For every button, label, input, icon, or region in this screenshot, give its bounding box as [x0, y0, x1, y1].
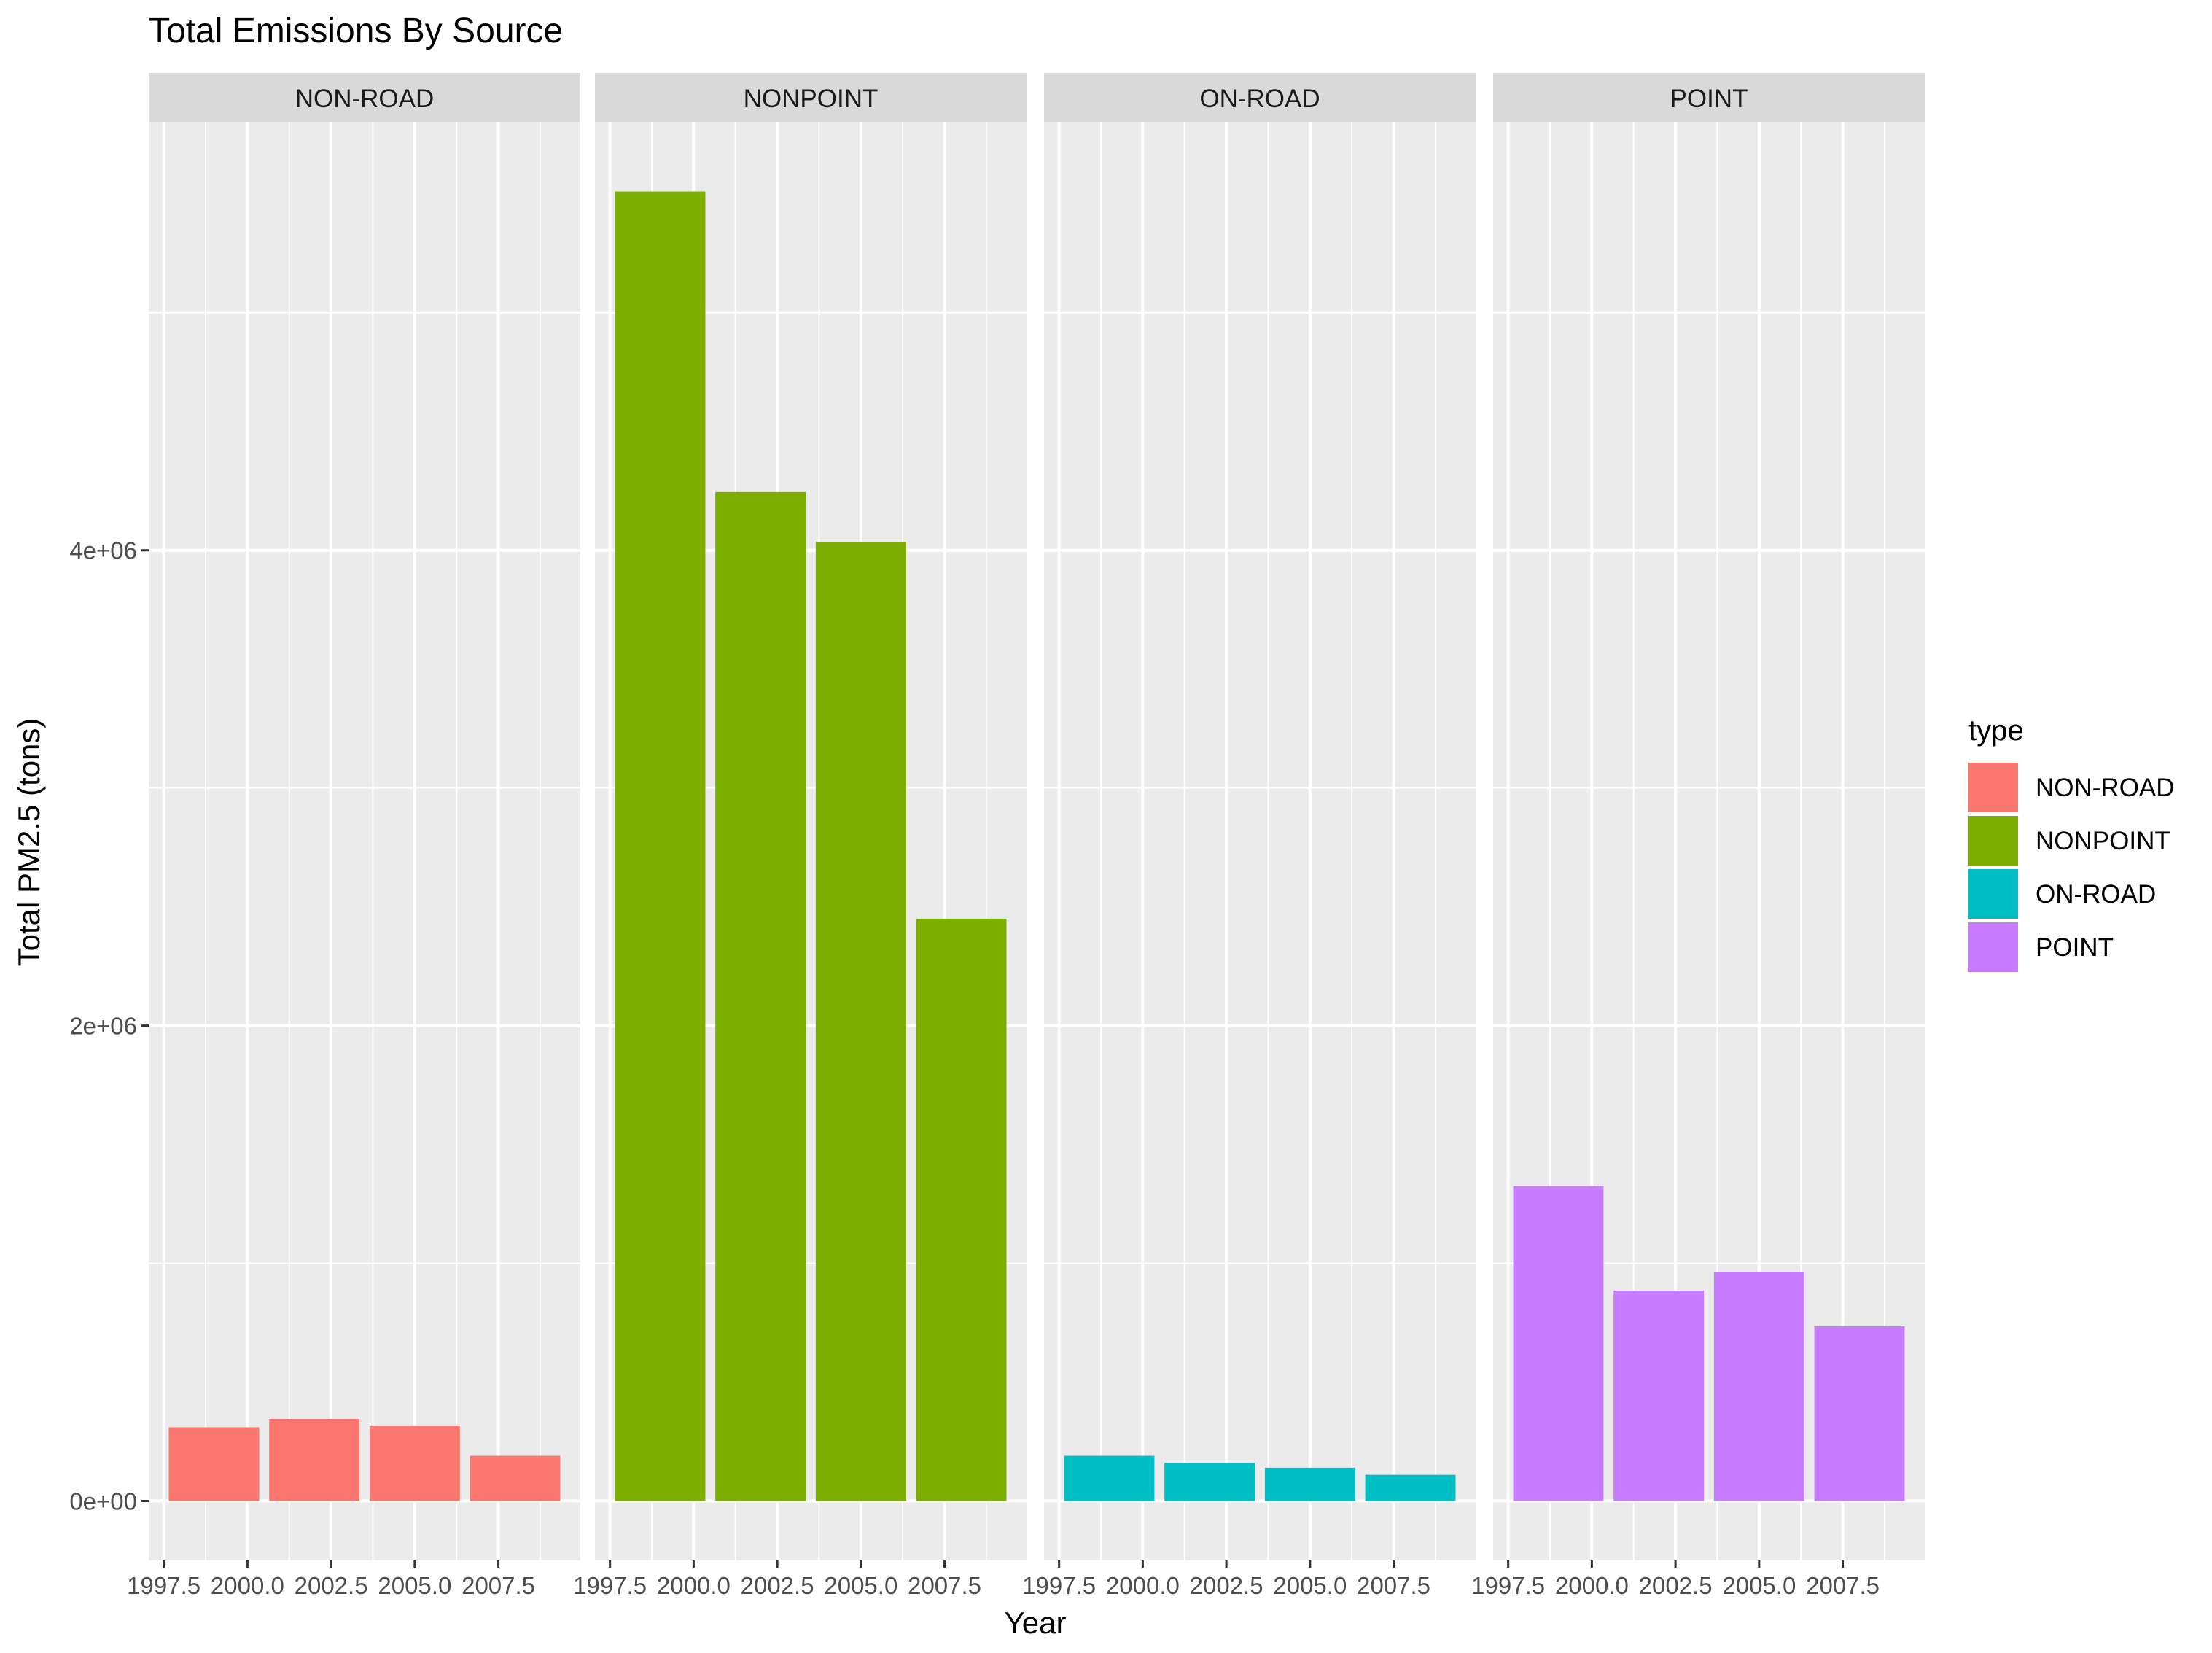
facet-panel-nonpoint: NONPOINT 1997.5 2000.0 2002.5 2005.0 2007.5: [573, 73, 1027, 1599]
x-tick-label: 2002.5: [741, 1572, 814, 1599]
legend-label: NON-ROAD: [2036, 774, 2175, 802]
x-tick-label: 2002.5: [1639, 1572, 1713, 1599]
legend-title: type: [1968, 715, 2024, 747]
y-tick-label: 2e+06: [69, 1013, 137, 1040]
x-tick-label: 1997.5: [1471, 1572, 1545, 1599]
bar-non-road-2008: [470, 1455, 561, 1501]
facet-strip: [1044, 73, 1476, 122]
x-tick-label: 2005.0: [1722, 1572, 1796, 1599]
x-tick-label: 2000.0: [211, 1572, 284, 1599]
facet-strip-label: NONPOINT: [744, 85, 879, 113]
legend: type NON-ROAD NONPOINT ON-ROAD POINT: [1968, 715, 2175, 972]
bar-nonpoint-1999: [615, 191, 706, 1501]
x-tick-label: 2005.0: [824, 1572, 897, 1599]
facet-strip-label: NON-ROAD: [295, 85, 435, 113]
legend-label: NONPOINT: [2036, 827, 2170, 855]
bar-nonpoint-2002: [715, 491, 806, 1501]
bar-on-road-2002: [1164, 1463, 1255, 1501]
bar-point-1999: [1513, 1186, 1604, 1501]
facet-strip-label: ON-ROAD: [1199, 85, 1320, 113]
bar-non-road-2002: [269, 1419, 360, 1501]
facet-panel-on-road: ON-ROAD 1997.5 2000.0 2002.5 2005.0 2007.5: [1022, 73, 1476, 1599]
facet-panel-point: POINT 1997.5 2000.0 2002.5 2005.0 2007.5: [1471, 73, 1925, 1599]
x-tick-label: 2005.0: [378, 1572, 451, 1599]
legend-swatch-point: [1968, 922, 2018, 972]
facet-strip: [1493, 73, 1925, 122]
x-tick-label: 2007.5: [1357, 1572, 1430, 1599]
x-tick-label: 1997.5: [573, 1572, 647, 1599]
bar-point-2005: [1713, 1271, 1804, 1501]
x-tick-label: 2000.0: [657, 1572, 731, 1599]
bar-point-2008: [1814, 1326, 1905, 1501]
bar-non-road-1999: [168, 1427, 260, 1501]
facet-panel-non-road: NON-ROAD 1997.5 2000.0 2002.5 2005.0 2007.5: [127, 73, 580, 1599]
facet-strip-label: POINT: [1670, 85, 1748, 113]
facet-strip: [595, 73, 1027, 122]
x-tick-label: 2007.5: [462, 1572, 535, 1599]
x-tick-label: 2007.5: [908, 1572, 981, 1599]
bar-on-road-2008: [1365, 1474, 1456, 1501]
x-axis-title: Year: [1005, 1606, 1067, 1640]
x-tick-label: 2002.5: [295, 1572, 368, 1599]
bar-nonpoint-2008: [916, 918, 1007, 1501]
legend-label: POINT: [2036, 933, 2114, 962]
facet-strip: [149, 73, 580, 122]
legend-swatch-on-road: [1968, 869, 2018, 919]
y-tick-label: 4e+06: [69, 537, 137, 564]
legend-swatch-non-road: [1968, 763, 2018, 812]
bar-on-road-2005: [1264, 1467, 1355, 1501]
chart-title: Total Emissions By Source: [149, 12, 563, 50]
x-tick-label: 2000.0: [1555, 1572, 1629, 1599]
bar-point-2002: [1613, 1291, 1705, 1501]
bar-nonpoint-2005: [815, 542, 906, 1501]
bar-non-road-2005: [369, 1425, 460, 1501]
x-tick-label: 1997.5: [127, 1572, 200, 1599]
x-tick-label: 2000.0: [1106, 1572, 1180, 1599]
bar-on-road-1999: [1064, 1455, 1155, 1501]
x-tick-label: 1997.5: [1022, 1572, 1096, 1599]
y-axis-title: Total PM2.5 (tons): [12, 718, 46, 967]
y-tick-label: 0e+00: [69, 1488, 137, 1515]
x-tick-label: 2007.5: [1806, 1572, 1880, 1599]
x-tick-label: 2002.5: [1190, 1572, 1263, 1599]
panel-background: [149, 122, 580, 1560]
legend-swatch-nonpoint: [1968, 816, 2018, 866]
legend-label: ON-ROAD: [2036, 880, 2156, 909]
panel-background: [1044, 122, 1476, 1560]
x-tick-label: 2005.0: [1273, 1572, 1347, 1599]
y-axis: 0e+00 2e+06 4e+06: [69, 537, 149, 1515]
